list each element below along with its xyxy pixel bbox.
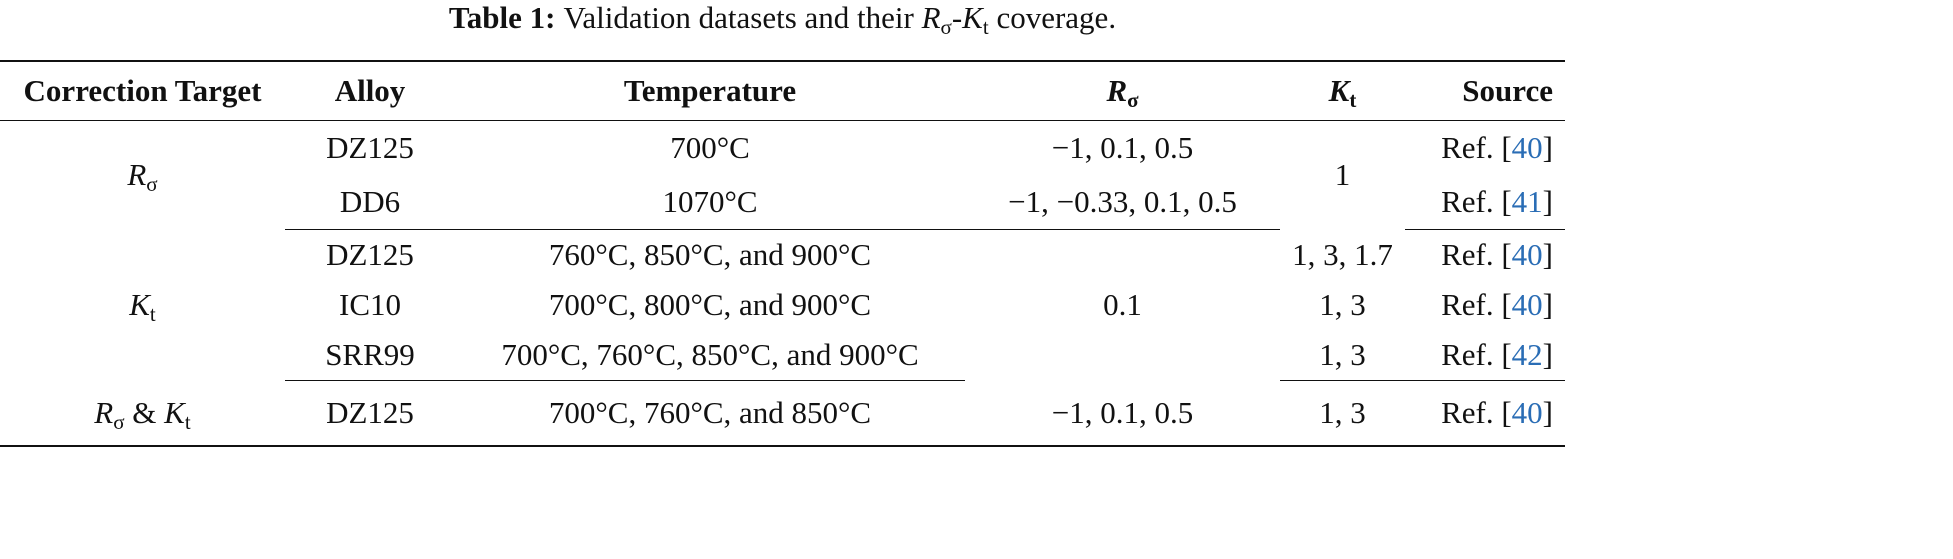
bracket: [ (1501, 130, 1512, 165)
header-cell: Source (1405, 60, 1565, 121)
reference: 40 (1511, 237, 1543, 272)
bracket: ] (1542, 395, 1553, 430)
bracket: ] (1542, 287, 1553, 322)
alloy-cell: IC10 (339, 287, 401, 322)
bracket: [ (1501, 237, 1512, 272)
header-cell: Correction Target (0, 60, 285, 121)
caption-label: Table 1: (448, 0, 556, 35)
temperature-cell: 700°C, 760°C, 850°C, and 900°C (455, 330, 965, 381)
k-cell: 1, 3 (1280, 330, 1405, 381)
bracket: [ (1501, 184, 1512, 219)
reference: 40 (1511, 130, 1543, 165)
symbol-sub: t (184, 409, 191, 434)
caption-text: Validation datasets and their (563, 0, 914, 35)
table: Correction Target Alloy Temperature Rσ K… (0, 60, 1565, 447)
source-cell: Ref. [41] (1405, 175, 1565, 230)
source-label: Ref. (1441, 395, 1494, 430)
source-cell: Ref. [40] (1405, 280, 1565, 330)
alloy-cell: DZ125 (326, 237, 414, 272)
alloy-cell: DD6 (285, 175, 455, 230)
temperature-cell: 700°C, 760°C, and 850°C (455, 380, 965, 447)
target-cell: Kt (0, 230, 285, 381)
table-row: IC10 700°C, 800°C, and 900°C 1, 3 Ref. [40] (0, 280, 1565, 330)
header-cell: Rσ (965, 60, 1280, 121)
joiner: & (132, 394, 157, 430)
table-row: Rσ DZ125 700°C −1, 0.1, 0.5 1 Ref. [40] (0, 121, 1565, 195)
source-cell: Ref. [42] (1405, 330, 1565, 381)
bracket: ] (1542, 130, 1553, 165)
bracket: [ (1501, 337, 1512, 372)
header-cell: Kt (1280, 60, 1405, 121)
symbol-sub: t (149, 302, 156, 326)
bracket: ] (1542, 337, 1553, 372)
k-cell: 1, 3 (1319, 287, 1366, 322)
symbol-sub: t (1349, 88, 1357, 112)
reference: 40 (1511, 395, 1543, 430)
symbol-sub: σ (940, 15, 952, 39)
temperature-cell: 700°C, 800°C, and 900°C (548, 287, 872, 322)
header-cell: Alloy (285, 60, 455, 121)
symbol-sub: σ (146, 172, 158, 197)
bracket: ] (1542, 237, 1553, 272)
source-label: Ref. (1441, 237, 1494, 272)
target-cell: Rσ (0, 121, 285, 230)
reference: 41 (1511, 184, 1543, 219)
source-label: Ref. (1441, 130, 1494, 165)
k-cell: 1, 3 (1280, 380, 1405, 447)
header-row: Correction Target Alloy Temperature Rσ K… (0, 60, 1565, 121)
alloy-cell: DZ125 (326, 130, 414, 165)
temperature-cell: 760°C, 850°C, and 900°C (548, 237, 872, 272)
reference: 40 (1511, 287, 1543, 322)
alloy-cell: DZ125 (285, 380, 455, 447)
caption-text: coverage. (996, 0, 1117, 35)
bracket: [ (1501, 287, 1512, 322)
source-label: Ref. (1441, 184, 1494, 219)
reference: 42 (1511, 337, 1543, 372)
table-row: Rσ & Kt DZ125 700°C, 760°C, and 850°C −1, 0… (0, 380, 1565, 447)
r-cell: −1, 0.1, 0.5 (1051, 130, 1194, 165)
r-cell: 0.1 (1103, 287, 1142, 323)
source-cell: Ref. [40] (1405, 121, 1565, 176)
caption-sep: - (951, 0, 963, 35)
source-cell: Ref. [40] (1405, 380, 1565, 447)
table-row: DD6 1070°C −1, −0.33, 0.1, 0.5 Ref. [41] (0, 175, 1565, 230)
symbol-sub: σ (113, 409, 125, 434)
r-cell: −1, 0.1, 0.5 (965, 380, 1280, 447)
bracket: [ (1501, 395, 1512, 430)
symbol-sub: t (982, 15, 989, 39)
symbol: R (921, 0, 941, 35)
table-row: Kt DZ125 760°C, 850°C, and 900°C 0.1 1, 3, 1… (0, 230, 1565, 325)
symbol: R (94, 394, 114, 430)
temperature-cell: 700°C (670, 130, 750, 165)
k-cell: 1, 3, 1.7 (1292, 236, 1393, 272)
r-cell: −1, −0.33, 0.1, 0.5 (965, 175, 1280, 230)
target-cell: Rσ & Kt (0, 380, 285, 447)
symbol: K (1328, 73, 1350, 108)
symbol: K (129, 287, 150, 322)
source-label: Ref. (1441, 287, 1494, 322)
symbol: R (127, 157, 147, 193)
symbol: R (1106, 73, 1128, 108)
table-body: Correction Target Alloy Temperature Rσ K… (0, 60, 1565, 447)
caption: Table 1: Validation datasets and their Rσ… (0, 0, 1565, 39)
symbol: K (164, 394, 185, 430)
symbol: K (962, 0, 983, 35)
source-label: Ref. (1441, 337, 1494, 372)
bracket: ] (1542, 184, 1553, 219)
source-cell: Ref. [40] (1405, 230, 1565, 281)
symbol-sub: σ (1127, 88, 1139, 112)
k-cell: 1 (1334, 157, 1351, 193)
alloy-cell: SRR99 (285, 330, 455, 381)
temperature-cell: 1070°C (455, 175, 965, 230)
header-cell: Temperature (455, 60, 965, 121)
